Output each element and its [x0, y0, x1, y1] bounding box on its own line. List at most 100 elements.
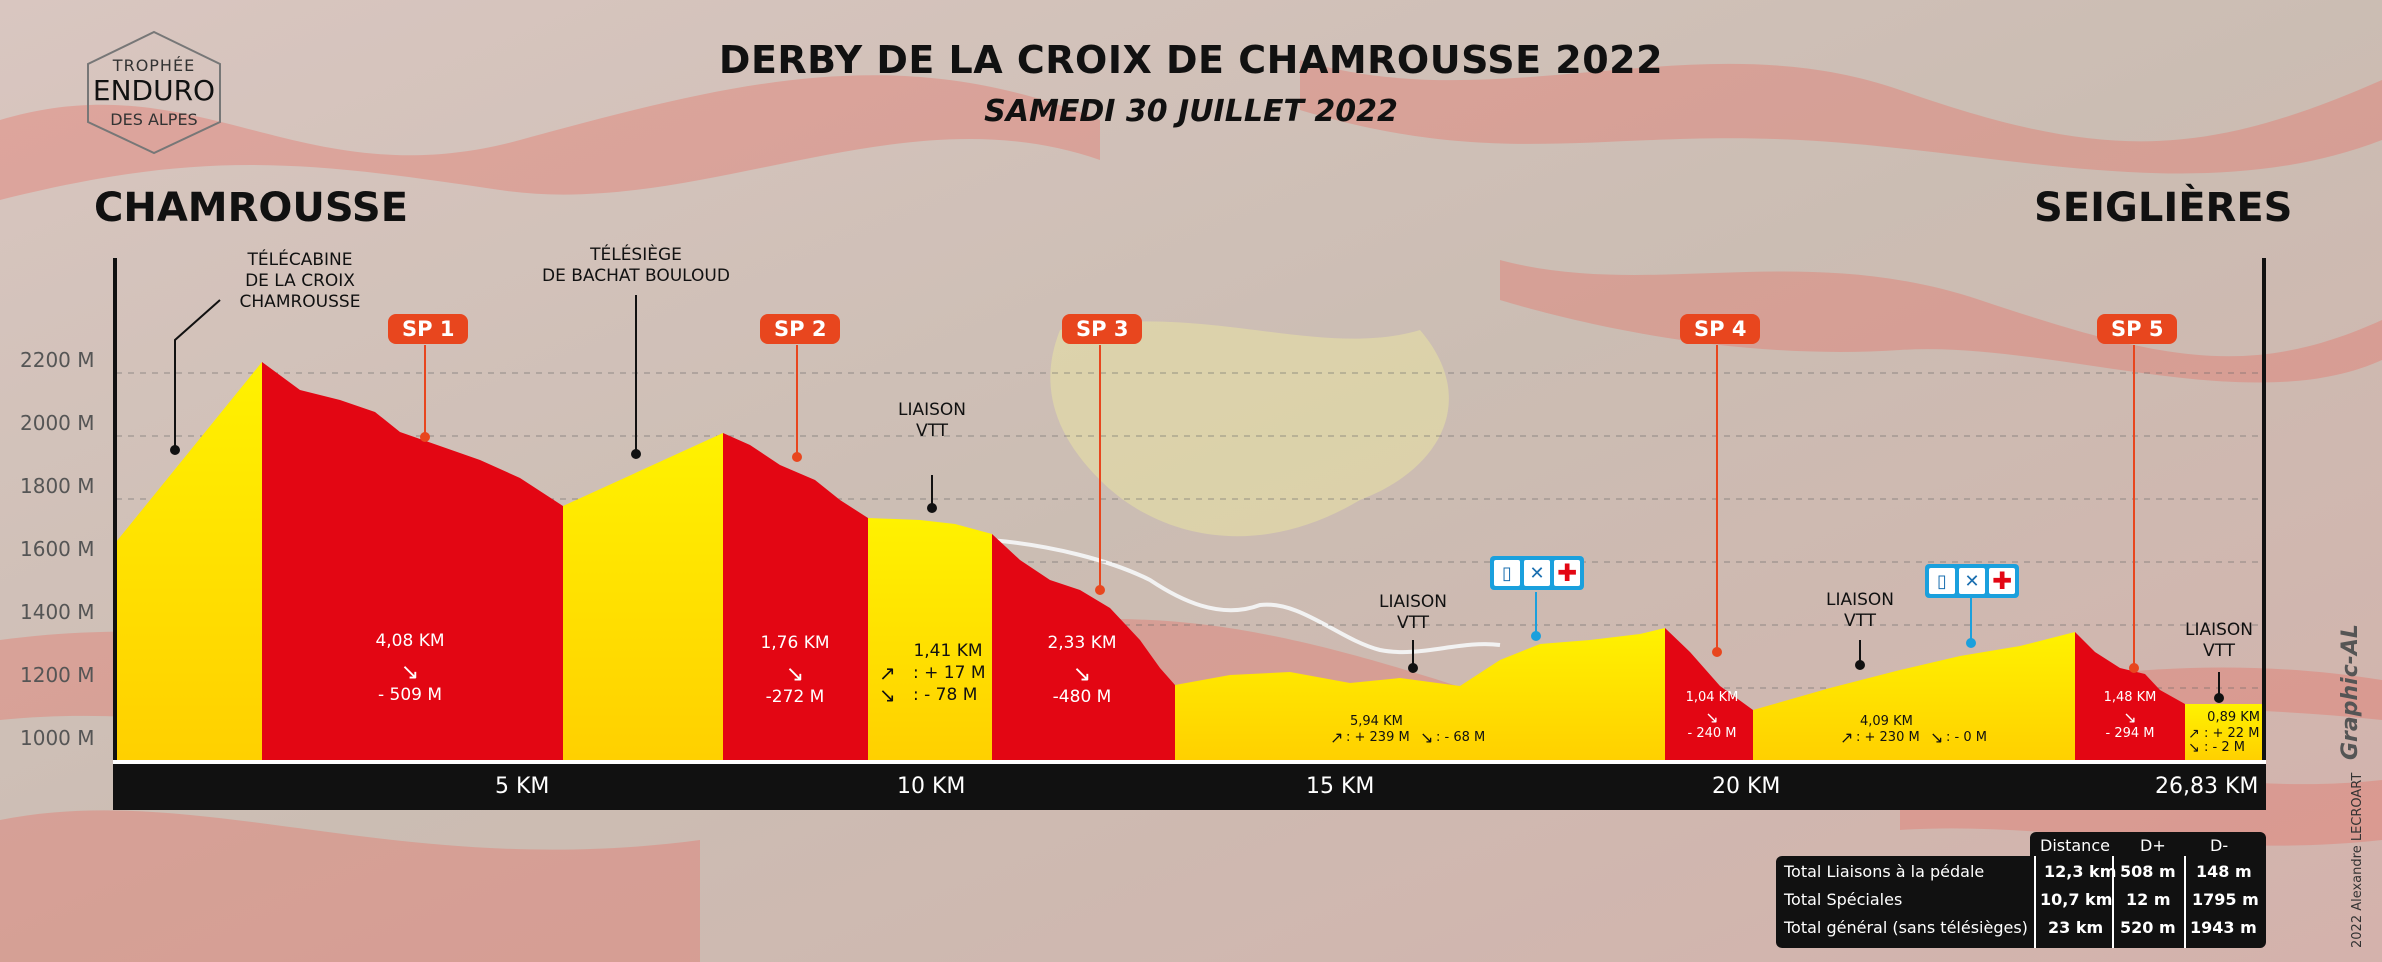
first-aid-cross-icon: ✚ — [1989, 567, 2015, 595]
liaison-2-line: LIAISON — [1378, 592, 1448, 612]
down-arrow-icon: ↘ — [785, 662, 805, 687]
lift-1-line: TÉLÉCABINE — [247, 250, 353, 270]
segment-distance: 2,33 KM — [1047, 633, 1117, 653]
down-arrow-icon: ↘ — [2188, 740, 2200, 756]
special-4-area — [1665, 628, 1753, 760]
special-badge-1: SP 1 — [388, 314, 469, 344]
segment-gain: : + 22 M — [2204, 726, 2260, 741]
totals-row: Total Spéciales 10,7 km 12 m 1795 m — [1776, 886, 2266, 916]
liaison-label-3: LIAISON VTT — [1800, 590, 1920, 632]
totals-row-label: Total Spéciales — [1784, 890, 1903, 909]
lift-2-line: DE BACHAT BOULOUD — [542, 266, 730, 286]
y-tick-label: 1800 M — [20, 474, 95, 498]
totals-header-distance: Distance — [2040, 836, 2110, 855]
leader-lines — [170, 295, 2224, 703]
totals-row: Total général (sans télésièges) 23 km 52… — [1776, 916, 2266, 946]
special-badge-3: SP 3 — [1062, 314, 1143, 344]
water-bottle-icon: ▯ — [1929, 568, 1955, 594]
segment-label-liaison-2: 5,94 KM ↗ : + 239 M ↘ : - 68 M — [1326, 714, 1506, 748]
segment-label-sp4: 1,04 KM ↘ - 240 M — [1667, 690, 1757, 742]
x-tick-label: 5 KM — [495, 774, 550, 799]
segment-distance: 0,89 KM — [2207, 710, 2260, 725]
liaison-1-area — [868, 518, 992, 760]
segment-label-sp3: 2,33 KM ↘ -480 M — [1022, 632, 1142, 708]
special-2-area — [723, 433, 868, 760]
logo-outline — [87, 30, 221, 155]
down-arrow-icon: ↘ — [1930, 728, 1944, 747]
liaison-4-line: LIAISON — [2184, 620, 2254, 640]
segment-label-sp5: 1,48 KM ↘ - 294 M — [2085, 690, 2175, 742]
special-leader-lines — [420, 345, 2139, 673]
segment-drop: -480 M — [1052, 687, 1112, 707]
totals-row-gain: 12 m — [2126, 890, 2171, 909]
aid-station-2: ▯ ✕ ✚ — [1925, 564, 2019, 598]
liaison-3-area — [1753, 632, 2075, 760]
totals-row-gain: 520 m — [2120, 918, 2176, 937]
segment-distance: 1,76 KM — [760, 633, 830, 653]
segment-drop: - 240 M — [1687, 726, 1737, 741]
y-tick-label: 1400 M — [20, 600, 95, 624]
segment-drop: -272 M — [765, 687, 825, 707]
totals-row-distance: 12,3 km — [2044, 862, 2117, 881]
down-arrow-icon: ↘ — [879, 683, 896, 707]
credit-author: 2022 Alexandre LECROART — [2350, 772, 2365, 948]
y-tick-label: 1200 M — [20, 663, 95, 687]
up-arrow-icon: ↗ — [2188, 726, 2200, 742]
liaison-1-line: LIAISON — [897, 400, 967, 420]
lift-label-2: TÉLÉSIÈGE DE BACHAT BOULOUD — [520, 245, 752, 287]
up-arrow-icon: ↗ — [1330, 728, 1344, 747]
special-5-area — [2075, 632, 2185, 760]
segment-gain: : + 239 M — [1346, 730, 1410, 745]
segment-label-liaison-1: 1,41 KM ↗ : + 17 M ↘ : - 78 M — [873, 640, 993, 706]
aid-station-1: ▯ ✕ ✚ — [1490, 556, 1584, 590]
down-arrow-icon: ↘ — [1420, 728, 1434, 747]
totals-table: Total Liaisons à la pédale 12,3 km 508 m… — [1776, 856, 2266, 948]
segment-distance: 4,09 KM — [1860, 714, 1913, 729]
segment-drop: - 294 M — [2105, 726, 2155, 741]
liaison-2-area — [1175, 628, 1665, 760]
totals-divider — [2112, 856, 2114, 948]
tools-icon: ✕ — [1959, 568, 1985, 594]
lift-2-line: TÉLÉSIÈGE — [590, 245, 682, 265]
lift-2-area — [563, 433, 723, 760]
special-badge-5: SP 5 — [2097, 314, 2178, 344]
tools-icon: ✕ — [1524, 560, 1550, 586]
down-arrow-icon: ↘ — [1072, 662, 1092, 687]
totals-row-loss: 148 m — [2196, 862, 2252, 881]
liaison-4-line: VTT — [2202, 641, 2236, 661]
segment-distance: 5,94 KM — [1350, 714, 1403, 729]
totals-row-distance: 23 km — [2048, 918, 2104, 937]
segment-drop: : - 0 M — [1946, 730, 1987, 745]
aid-leader-lines — [1531, 592, 1976, 648]
lift-1-area — [116, 362, 262, 760]
logo-line-3: DES ALPES — [110, 110, 198, 129]
left-axis — [113, 258, 117, 760]
totals-header-bg — [2030, 832, 2266, 856]
liaison-4-area — [2185, 704, 2262, 760]
up-arrow-icon: ↗ — [879, 661, 896, 685]
totals-row-loss: 1795 m — [2192, 890, 2259, 909]
special-1-area — [262, 362, 563, 760]
y-tick-label: 1000 M — [20, 726, 95, 750]
segment-gain: : + 230 M — [1856, 730, 1920, 745]
segment-distance: 1,41 KM — [913, 641, 983, 661]
baseline — [113, 760, 2266, 764]
liaison-label-1: LIAISON VTT — [872, 400, 992, 442]
totals-row-loss: 1943 m — [2190, 918, 2257, 937]
totals-row: Total Liaisons à la pédale 12,3 km 508 m… — [1776, 856, 2266, 886]
segment-drop: : - 78 M — [913, 685, 978, 705]
segment-label-sp2: 1,76 KM ↘ -272 M — [735, 632, 855, 708]
segment-distance: 4,08 KM — [375, 631, 445, 651]
event-logo: TROPHÉE ENDURO DES ALPES — [84, 30, 224, 155]
totals-header-gain: D+ — [2140, 836, 2166, 855]
lift-label-1: TÉLÉCABINE DE LA CROIX CHAMROUSSE — [200, 250, 400, 313]
logo-line-2: ENDURO — [92, 74, 216, 107]
totals-row-distance: 10,7 km — [2040, 890, 2113, 909]
segment-label-sp1: 4,08 KM ↘ - 509 M — [350, 630, 470, 706]
down-arrow-icon: ↘ — [2123, 708, 2137, 727]
liaison-label-2: LIAISON VTT — [1353, 592, 1473, 634]
segment-distance: 1,04 KM — [1685, 690, 1739, 705]
liaison-label-4: LIAISON VTT — [2159, 620, 2279, 662]
lift-1-line: CHAMROUSSE — [239, 292, 361, 312]
